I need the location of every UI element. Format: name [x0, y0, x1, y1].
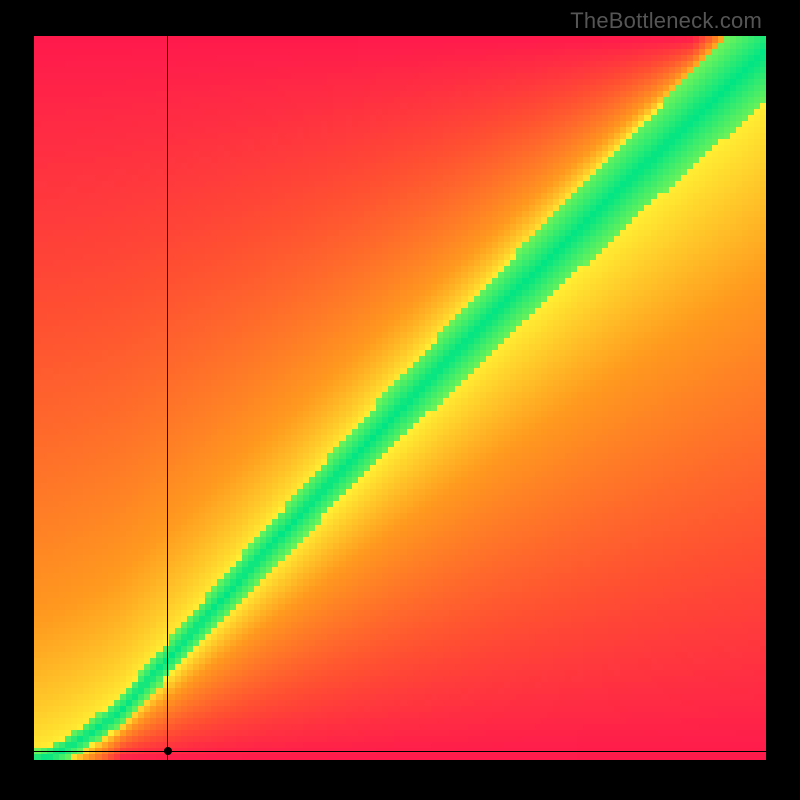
watermark-text: TheBottleneck.com — [570, 8, 762, 34]
crosshair-marker-dot — [164, 747, 172, 755]
crosshair-horizontal-line — [34, 751, 766, 752]
chart-container: TheBottleneck.com — [0, 0, 800, 800]
plot-area — [34, 36, 766, 760]
heatmap-canvas — [34, 36, 766, 760]
crosshair-vertical-line — [167, 36, 168, 760]
